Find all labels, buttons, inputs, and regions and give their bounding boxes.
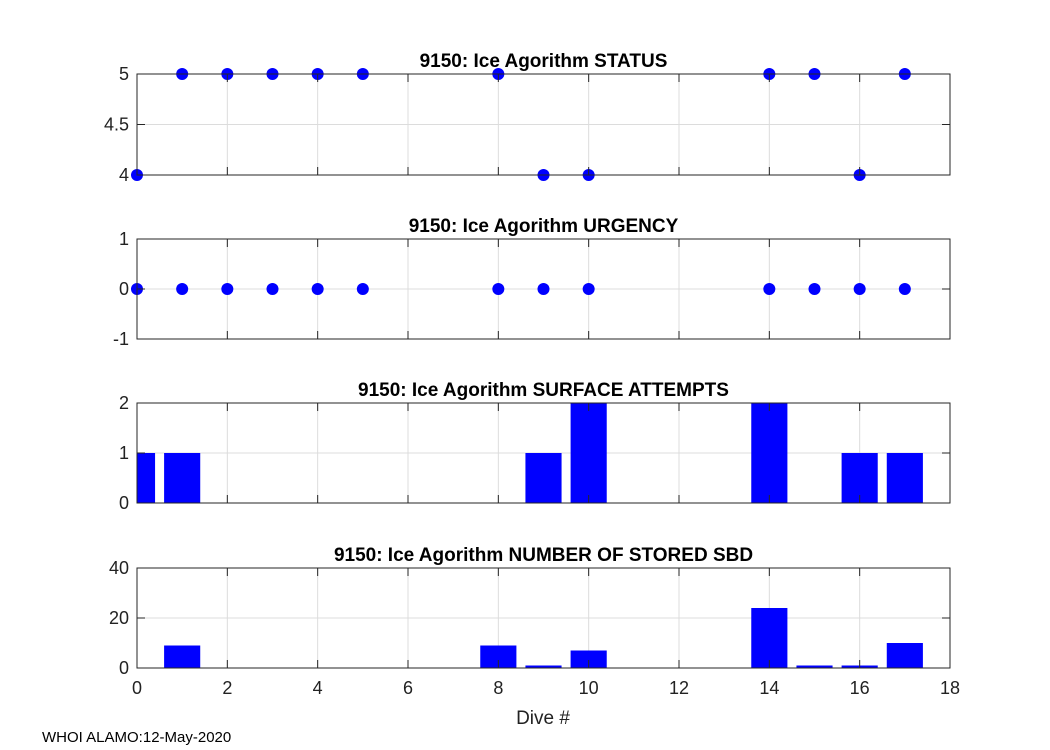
bar-dive-17 — [886, 453, 923, 503]
y-tick-label: 1 — [119, 229, 129, 249]
bar-dive-0 — [137, 453, 156, 503]
x-axis-label: Dive # — [516, 708, 570, 729]
point-dive-9 — [537, 283, 550, 295]
subplot-title: 9150: Ice Agorithm NUMBER OF STORED SBD — [334, 545, 753, 566]
subplot-4: 0 20 40 0 2 4 6 8 10 12 14 16 18 9150: Ice Agorithm N… — [109, 545, 960, 698]
point-dive-2 — [221, 283, 234, 295]
footer-credit: WHOI ALAMO:12-May-2020 — [42, 729, 231, 746]
bar-dive-1 — [164, 645, 201, 668]
x-tick-label: 6 — [403, 678, 413, 698]
subplot-1: 4 4.5 5 9150: Ice Agorithm STATUS — [104, 51, 951, 185]
subplot-3: 0 1 2 9150: Ice Agorithm SURFACE ATTEMPTS — [119, 380, 951, 513]
x-tick-label: 0 — [132, 678, 142, 698]
point-dive-10 — [582, 283, 595, 295]
bar-dive-16 — [841, 453, 878, 503]
y-tick-label: 20 — [109, 608, 129, 628]
bar-dive-14 — [751, 608, 788, 668]
bar-dive-8 — [480, 645, 517, 668]
subplot-2: -1 0 1 9150: Ice Agorithm URGENCY — [113, 216, 951, 349]
y-tick-label: 2 — [119, 393, 129, 413]
point-dive-1 — [176, 283, 189, 295]
bar-dive-9 — [525, 453, 562, 503]
point-dive-8 — [492, 283, 505, 295]
point-dive-4 — [311, 283, 324, 295]
y-tick-label: 4.5 — [104, 115, 129, 135]
bar-dive-10 — [570, 403, 607, 503]
x-tick-label: 14 — [759, 678, 779, 698]
x-tick-label: 16 — [850, 678, 870, 698]
x-tick-label: 8 — [493, 678, 503, 698]
point-dive-16 — [853, 283, 866, 295]
x-tick-label: 12 — [669, 678, 689, 698]
subplot-title: 9150: Ice Agorithm STATUS — [420, 51, 668, 72]
point-dive-17 — [898, 283, 911, 295]
y-tick-label: 4 — [119, 165, 129, 185]
x-tick-label: 2 — [222, 678, 232, 698]
y-tick-label: 0 — [119, 493, 129, 513]
bar-dive-1 — [164, 453, 201, 503]
point-dive-3 — [266, 283, 279, 295]
y-tick-label: 40 — [109, 558, 129, 578]
x-tick-label: 4 — [313, 678, 323, 698]
x-tick-label: 10 — [579, 678, 599, 698]
point-dive-15 — [808, 283, 821, 295]
point-dive-14 — [763, 283, 776, 295]
point-dive-5 — [356, 283, 369, 295]
y-tick-label: -1 — [113, 329, 129, 349]
y-tick-label: 0 — [119, 279, 129, 299]
y-tick-label: 1 — [119, 443, 129, 463]
subplot-title: 9150: Ice Agorithm SURFACE ATTEMPTS — [358, 380, 729, 401]
bar-dive-10 — [570, 650, 607, 668]
y-tick-label: 0 — [119, 658, 129, 678]
bar-dive-17 — [886, 643, 923, 668]
bar-dive-15 — [796, 665, 833, 668]
bar-dive-14 — [751, 403, 788, 503]
x-tick-label: 18 — [940, 678, 960, 698]
subplot-title: 9150: Ice Agorithm URGENCY — [409, 216, 679, 237]
y-tick-label: 5 — [119, 64, 129, 84]
bar-dive-9 — [525, 665, 562, 668]
